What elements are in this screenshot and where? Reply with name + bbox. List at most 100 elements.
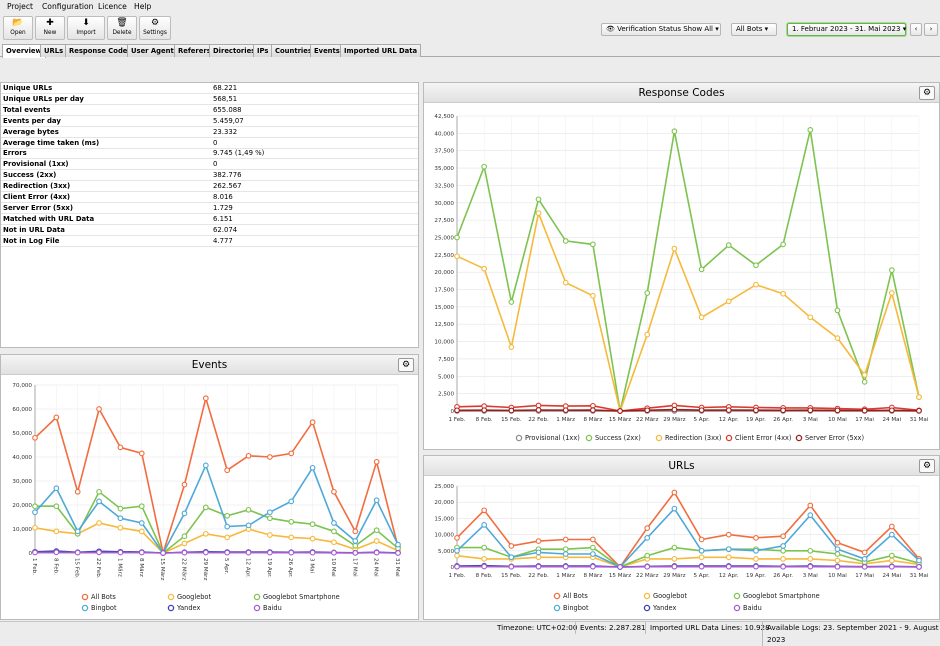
legend-label: Baidu: [743, 604, 762, 612]
response-codes-settings-button[interactable]: ⚙: [919, 86, 935, 100]
y-tick-label: 42,500: [434, 114, 454, 120]
data-point: [224, 523, 231, 530]
x-tick-label: 22 Feb.: [528, 417, 549, 423]
y-tick-label: 10,000: [434, 340, 454, 346]
data-point: [861, 378, 868, 385]
data-point: [807, 512, 814, 519]
tab-events[interactable]: Events: [310, 44, 344, 57]
x-tick-label: 1 März: [556, 573, 575, 579]
data-point: [181, 510, 188, 517]
data-point: [916, 407, 922, 414]
legend-marker: [167, 604, 175, 612]
data-point: [725, 563, 732, 570]
legend-marker: [253, 593, 261, 601]
data-point: [202, 549, 209, 556]
data-point: [535, 563, 542, 570]
data-point: [481, 265, 488, 272]
tab-imported-url-data[interactable]: Imported URL Data: [340, 44, 422, 57]
data-point: [562, 546, 569, 553]
legend-marker: [733, 604, 741, 612]
series-line: [34, 551, 399, 554]
data-point: [535, 210, 542, 217]
x-tick-label: 15 März: [609, 573, 631, 579]
series-line: [35, 490, 399, 555]
menu-configuration[interactable]: Configuration: [42, 2, 94, 11]
x-tick-label: 1 März: [116, 558, 122, 577]
delete-button[interactable]: 🗑 Delete: [107, 16, 137, 40]
series-line: [456, 491, 920, 569]
data-point: [96, 498, 102, 505]
verification-status-dropdown[interactable]: 👁 Verification Status Show All ▾: [601, 23, 721, 36]
x-tick-label: 24 Mai: [882, 573, 901, 579]
data-point: [331, 549, 337, 556]
data-point: [888, 531, 895, 538]
data-point: [454, 563, 460, 570]
data-point: [352, 528, 359, 535]
data-point: [309, 521, 316, 528]
x-tick-label: 1 Feb.: [448, 573, 465, 579]
x-tick-label: 8 Feb.: [52, 558, 58, 575]
x-tick-label: 8 Feb.: [476, 573, 493, 579]
menu-licence[interactable]: Licence: [98, 2, 127, 11]
legend-label: Googlebot: [653, 592, 687, 600]
tab-urls[interactable]: URLs: [40, 44, 68, 57]
stats-label: Not in Log File: [3, 236, 60, 245]
open-button[interactable]: 📂 Open: [3, 16, 33, 40]
data-point: [698, 547, 705, 554]
data-point: [181, 481, 188, 488]
data-point: [671, 556, 678, 562]
stats-row: Redirection (3xx) 262.567: [1, 181, 418, 193]
series-line: [456, 210, 920, 414]
series-line: [457, 546, 920, 568]
plus-icon: ✚: [46, 18, 54, 28]
bots-dropdown[interactable]: All Bots ▾: [731, 23, 777, 36]
response-codes-panel: Response Codes ⚙ 0 2,500 5,000 7,500 10,000 1…: [423, 82, 940, 450]
settings-button[interactable]: ⚙ Settings: [139, 16, 171, 40]
stats-row: Success (2xx) 382.776: [1, 170, 418, 182]
events-settings-button[interactable]: ⚙: [398, 358, 414, 372]
data-point: [780, 241, 786, 248]
menu-project[interactable]: Project: [7, 2, 33, 11]
data-point: [698, 563, 705, 570]
urls-settings-button[interactable]: ⚙: [919, 459, 935, 473]
data-point: [32, 524, 38, 531]
x-tick-label: 15 Feb.: [501, 417, 522, 423]
menu-help[interactable]: Help: [134, 2, 152, 11]
new-button[interactable]: ✚ New: [35, 16, 65, 40]
data-point: [753, 407, 759, 414]
stats-value: 9.745 (1,49 %): [213, 149, 265, 158]
data-point: [834, 335, 841, 341]
data-point: [861, 407, 868, 414]
stats-label: Redirection (3xx): [3, 182, 71, 191]
data-point: [202, 504, 209, 511]
data-point: [861, 549, 868, 556]
data-point: [807, 563, 814, 570]
x-tick-label: 1 Feb.: [31, 558, 37, 575]
data-point: [698, 407, 705, 414]
data-point: [117, 444, 124, 451]
legend-label: Googlebot: [177, 593, 211, 601]
stats-label: Client Error (4xx): [3, 193, 71, 201]
x-tick-label: 19 Apr.: [746, 573, 766, 579]
date-range-dropdown[interactable]: 1. Februar 2023 - 31. Mai 2023 ▾: [787, 23, 906, 36]
import-button[interactable]: ⬇ Import: [67, 16, 105, 40]
next-range-button[interactable]: ›: [924, 23, 938, 36]
data-point: [807, 556, 814, 562]
data-point: [562, 407, 569, 414]
data-point: [309, 535, 316, 542]
series-line: [456, 507, 920, 568]
data-point: [53, 549, 60, 556]
y-tick-label: 7,500: [438, 357, 454, 363]
stats-row: Not in URL Data 62.074: [1, 225, 418, 236]
data-point: [181, 533, 188, 540]
events-chart: 0 10,000 20,000 30,000 40,000 50,000 60,000 70,…: [12, 383, 401, 612]
stats-label: Average time taken (ms): [3, 138, 100, 147]
y-tick-label: 27,500: [434, 218, 454, 224]
legend-marker: [643, 604, 651, 612]
data-point: [138, 450, 145, 457]
data-point: [267, 549, 273, 556]
previous-range-button[interactable]: ‹: [910, 23, 922, 36]
tab-directories[interactable]: Directories: [209, 44, 260, 57]
tab-ips[interactable]: IPs: [253, 44, 273, 57]
tab-response-codes[interactable]: Response Codes: [65, 44, 136, 57]
